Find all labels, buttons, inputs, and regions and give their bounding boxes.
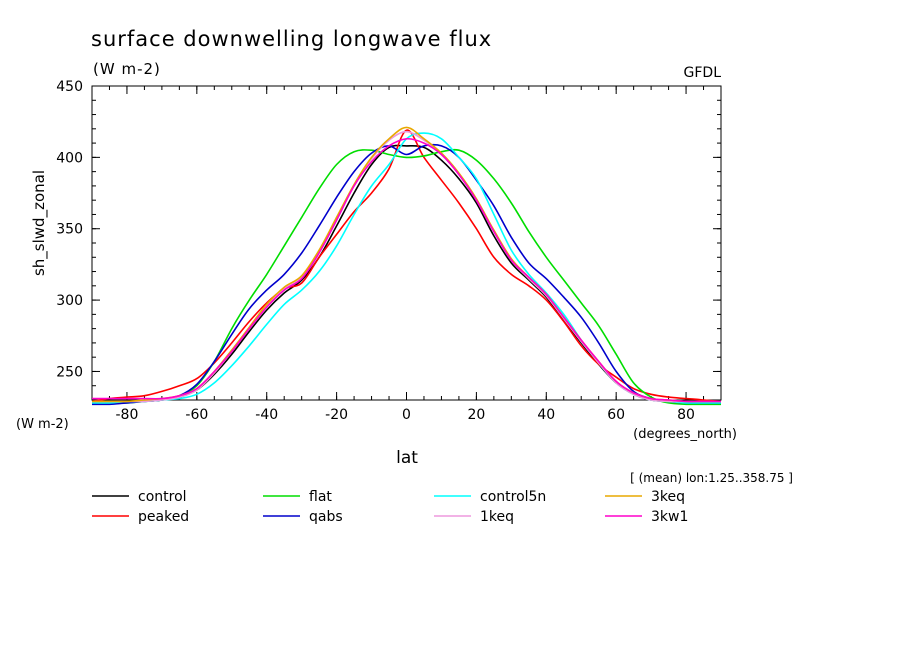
y-axis-units: (W m-2) [16, 417, 69, 432]
y-tick-label: 300 [56, 293, 83, 309]
legend-label-3kw1: 3kw1 [651, 509, 688, 525]
series-line-control [91, 144, 722, 404]
y-tick-label: 250 [56, 364, 83, 380]
x-tick-label: -40 [255, 407, 278, 423]
series-line-3kw1 [92, 137, 721, 403]
source-label: GFDL [684, 65, 722, 81]
series-line-qabs [91, 143, 722, 406]
x-tick-label: 20 [467, 407, 485, 423]
x-tick-label: 80 [677, 407, 695, 423]
legend-label-control5n: control5n [480, 489, 546, 505]
legend-label-3keq: 3keq [651, 489, 685, 505]
series-line-3keq [91, 126, 721, 403]
x-tick-label: -60 [185, 407, 208, 423]
y-tick-label: 400 [56, 150, 83, 166]
chart-subtitle: (W m-2) [93, 60, 161, 78]
x-tick-label: 40 [537, 407, 555, 423]
footnote: [ (mean) lon:1.25..358.75 ] [630, 471, 793, 485]
y-axis-ticks: 250 300 350 400 450 [56, 79, 721, 380]
series-line-peaked [91, 129, 722, 403]
legend-label-1keq: 1keq [480, 509, 514, 525]
series-lines [91, 126, 722, 406]
y-tick-label: 450 [56, 79, 83, 95]
legend: control flat control5n 3keq peaked qabs 1keq 3k… [92, 489, 688, 525]
chart-title: surface downwelling longwave flux [91, 27, 492, 51]
x-axis-ticks: -80 -60 -40 -20 0 20 40 60 80 [116, 86, 695, 423]
x-tick-label: -20 [325, 407, 348, 423]
legend-label-peaked: peaked [138, 509, 189, 525]
x-tick-label: -80 [116, 407, 139, 423]
x-tick-label: 0 [402, 407, 411, 423]
legend-label-flat: flat [309, 489, 332, 505]
plot-frame [91, 85, 722, 401]
series-line-1keq [91, 130, 721, 403]
y-tick-label: 350 [56, 222, 83, 238]
y-axis-label: sh_slwd_zonal [30, 170, 49, 276]
x-axis-label: lat [396, 448, 418, 468]
minor-ticks [91, 85, 722, 401]
legend-label-control: control [138, 489, 187, 505]
x-tick-label: 60 [607, 407, 625, 423]
series-line-control5n [91, 132, 722, 404]
series-line-flat [91, 148, 721, 406]
legend-label-qabs: qabs [309, 509, 343, 525]
x-axis-units: (degrees_north) [633, 427, 737, 442]
